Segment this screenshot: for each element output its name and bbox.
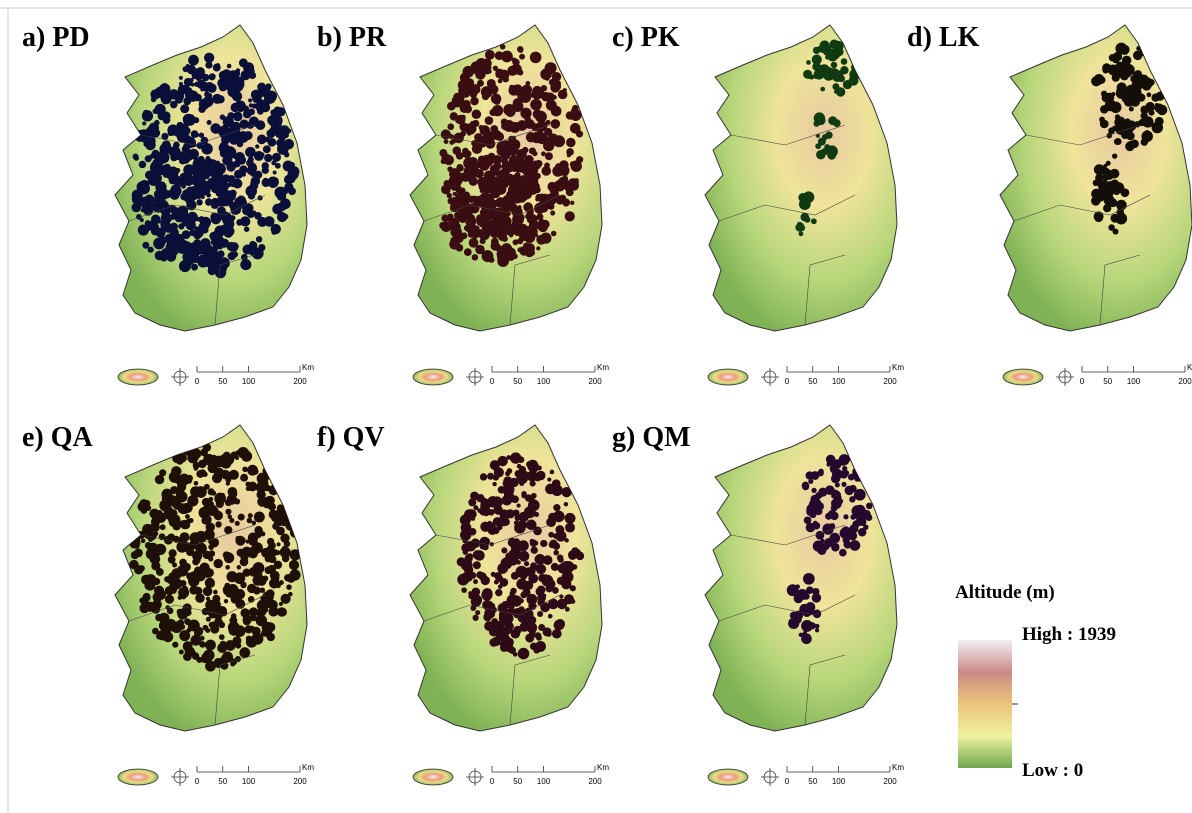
- scale-label: 0: [195, 377, 200, 386]
- scale-unit: Km: [597, 763, 609, 772]
- compass-needle: [466, 768, 484, 786]
- scale-label: 200: [1178, 377, 1192, 386]
- scale-label: 50: [808, 377, 817, 386]
- scale-label: 100: [832, 777, 846, 786]
- scale-label: 100: [1127, 377, 1141, 386]
- legend-high: High : 1939: [1022, 624, 1116, 645]
- scale-label: 100: [537, 377, 551, 386]
- scale-label: 200: [588, 377, 602, 386]
- legend-low: Low : 0: [1022, 760, 1083, 781]
- panel-label: b) PR: [317, 22, 387, 53]
- scale-label: 0: [490, 777, 495, 786]
- jeju: [118, 769, 158, 785]
- scale-label: 0: [1080, 377, 1085, 386]
- scale-label: 0: [785, 777, 790, 786]
- scale-label: 0: [490, 377, 495, 386]
- map-panel: d) LK 0 50 100 200 Km: [907, 22, 1192, 386]
- scale-label: 200: [293, 377, 307, 386]
- map-panel: a) PD 0 50 100 200 Km: [22, 22, 314, 386]
- land: [705, 25, 897, 331]
- scale-label: 200: [588, 777, 602, 786]
- peninsula: [705, 25, 897, 331]
- peninsula: [410, 425, 602, 731]
- jeju: [708, 369, 748, 385]
- scale-label: 50: [218, 377, 227, 386]
- compass-needle: [171, 768, 189, 786]
- scale-label: 200: [293, 777, 307, 786]
- scale-label: 100: [242, 777, 256, 786]
- scale-unit: Km: [892, 363, 904, 372]
- peninsula: [1000, 25, 1192, 331]
- scale-unit: Km: [892, 763, 904, 772]
- compass-needle: [1056, 368, 1074, 386]
- scale-label: 50: [808, 777, 817, 786]
- jeju: [118, 369, 158, 385]
- scale-label: 50: [218, 777, 227, 786]
- peninsula: [410, 25, 602, 331]
- scale-label: 50: [513, 377, 522, 386]
- map-panel: g) QM 0 50 100 200 Km: [612, 422, 904, 786]
- jeju: [1003, 369, 1043, 385]
- panel-label: c) PK: [612, 22, 680, 53]
- scale-label: 100: [242, 377, 256, 386]
- scale-label: 50: [513, 777, 522, 786]
- legend-ramp: [958, 640, 1012, 768]
- legend: Altitude (m) High : 1939 Low : 0: [955, 582, 1116, 781]
- panel-label: g) QM: [612, 422, 691, 453]
- scale-label: 200: [883, 377, 897, 386]
- map-panel: f) QV 0 50 100 200 Km: [317, 422, 609, 786]
- scale-unit: Km: [1187, 363, 1192, 372]
- jeju: [413, 369, 453, 385]
- compass-needle: [171, 368, 189, 386]
- scale-unit: Km: [302, 363, 314, 372]
- scale-label: 50: [1103, 377, 1112, 386]
- scale-label: 0: [785, 377, 790, 386]
- peninsula: [705, 425, 897, 731]
- compass-needle: [761, 768, 779, 786]
- jeju: [413, 769, 453, 785]
- compass-needle: [466, 368, 484, 386]
- map-panel: c) PK 0 50 100 200 Km: [612, 22, 904, 386]
- scale-label: 100: [832, 377, 846, 386]
- jeju: [708, 769, 748, 785]
- map-panel: e) QA 0 50 100 200 Km: [22, 422, 314, 786]
- panel-label: f) QV: [317, 422, 385, 453]
- scale-unit: Km: [597, 363, 609, 372]
- map-panel: b) PR 0 50 100 200 Km: [317, 22, 609, 386]
- scale-label: 200: [883, 777, 897, 786]
- scale-label: 100: [537, 777, 551, 786]
- scale-unit: Km: [302, 763, 314, 772]
- land: [705, 425, 897, 731]
- compass-needle: [761, 368, 779, 386]
- panel-label: e) QA: [22, 422, 94, 453]
- peninsula: [115, 425, 307, 731]
- figure: Altitude (m) High : 1939 Low : 0 a) PD 0 5…: [0, 0, 1192, 813]
- scale-label: 0: [195, 777, 200, 786]
- peninsula: [115, 25, 307, 331]
- legend-title: Altitude (m): [955, 582, 1055, 603]
- panel-label: a) PD: [22, 22, 90, 53]
- panel-label: d) LK: [907, 22, 980, 53]
